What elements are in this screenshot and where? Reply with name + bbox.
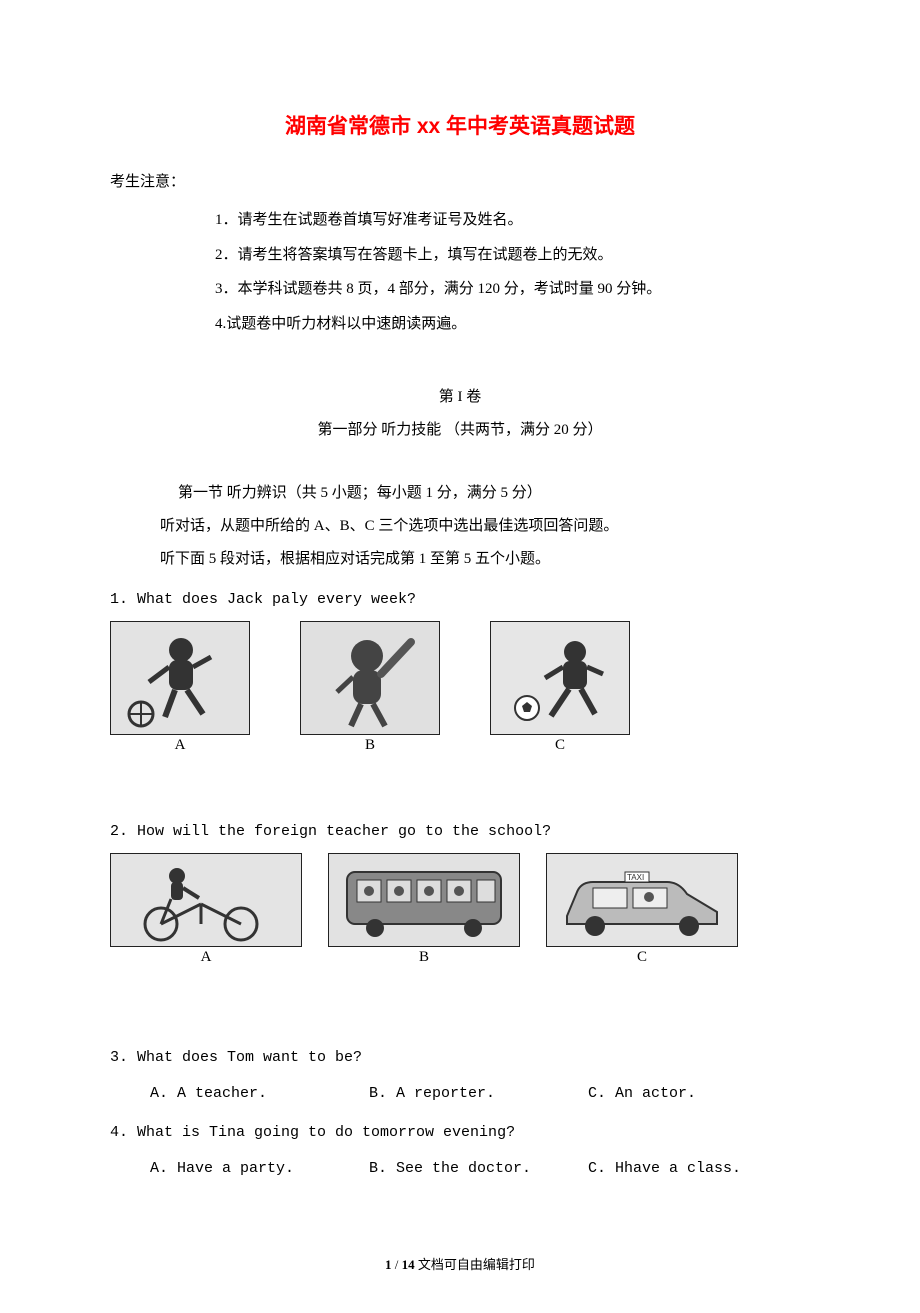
notice-label: 考生注意： <box>110 170 810 191</box>
question-text: 3. What does Tom want to be? <box>110 1044 810 1071</box>
question-text: 2. How will the foreign teacher go to th… <box>110 818 810 845</box>
option: A. Have a party. <box>150 1154 360 1184</box>
notice-item: 3．本学科试题卷共 8 页，4 部分，满分 120 分，考试时量 90 分钟。 <box>215 272 810 307</box>
image-option: A <box>110 621 250 754</box>
option-label: A <box>201 949 212 966</box>
option: C. Hhave a class. <box>588 1154 798 1184</box>
image-option: TAXI C <box>546 853 738 966</box>
option: A. A teacher. <box>150 1079 360 1109</box>
paper-part-header: 第 I 卷 <box>110 381 810 414</box>
notice-item: 4.试题卷中听力材料以中速朗读两遍。 <box>215 307 810 342</box>
footer-sep: / <box>392 1257 402 1272</box>
option-image-bicycle <box>110 853 302 947</box>
option-label: B <box>365 737 375 754</box>
svg-text:TAXI: TAXI <box>627 873 644 882</box>
options-row: A. A teacher. B. A reporter. C. An actor… <box>110 1079 810 1109</box>
image-options-row: A B <box>110 853 810 966</box>
option-image-taxi: TAXI <box>546 853 738 947</box>
option-image-bus <box>328 853 520 947</box>
page-footer: 1 / 14 文档可自由编辑打印 <box>110 1254 810 1273</box>
options-row: A. Have a party. B. See the doctor. C. H… <box>110 1154 810 1184</box>
subsection-title: 第一节 听力辨识（共 5 小题；每小题 1 分，满分 5 分） <box>110 477 810 510</box>
image-option: A <box>110 853 302 966</box>
footer-tail: 文档可自由编辑打印 <box>415 1257 535 1272</box>
option-label: C <box>555 737 565 754</box>
footer-page-total: 14 <box>402 1257 415 1272</box>
option: B. A reporter. <box>369 1079 579 1109</box>
image-option: B <box>328 853 520 966</box>
question-text: 4. What is Tina going to do tomorrow eve… <box>110 1119 810 1146</box>
notice-item: 1．请考生在试题卷首填写好准考证号及姓名。 <box>215 203 810 238</box>
subsection-instruction: 听下面 5 段对话，根据相应对话完成第 1 至第 5 五个小题。 <box>110 543 810 576</box>
option-label: B <box>419 949 429 966</box>
question-text: 1. What does Jack paly every week? <box>110 586 810 613</box>
image-option: C <box>490 621 630 754</box>
subsection-instruction: 听对话，从题中所给的 A、B、C 三个选项中选出最佳选项回答问题。 <box>110 510 810 543</box>
option-label: A <box>175 737 186 754</box>
page-title: 湖南省常德市 xx 年中考英语真题试题 <box>110 110 810 140</box>
option-image-soccer <box>490 621 630 735</box>
notice-item: 2．请考生将答案填写在答题卡上，填写在试题卷上的无效。 <box>215 238 810 273</box>
option-label: C <box>637 949 647 966</box>
option-image-basketball <box>110 621 250 735</box>
section-title: 第一部分 听力技能 （共两节，满分 20 分） <box>110 414 810 447</box>
option-image-baseball <box>300 621 440 735</box>
image-option: B <box>300 621 440 754</box>
option: B. See the doctor. <box>369 1154 579 1184</box>
option: C. An actor. <box>588 1079 798 1109</box>
notice-list: 1．请考生在试题卷首填写好准考证号及姓名。 2．请考生将答案填写在答题卡上，填写… <box>110 203 810 341</box>
image-options-row: A B <box>110 621 810 754</box>
